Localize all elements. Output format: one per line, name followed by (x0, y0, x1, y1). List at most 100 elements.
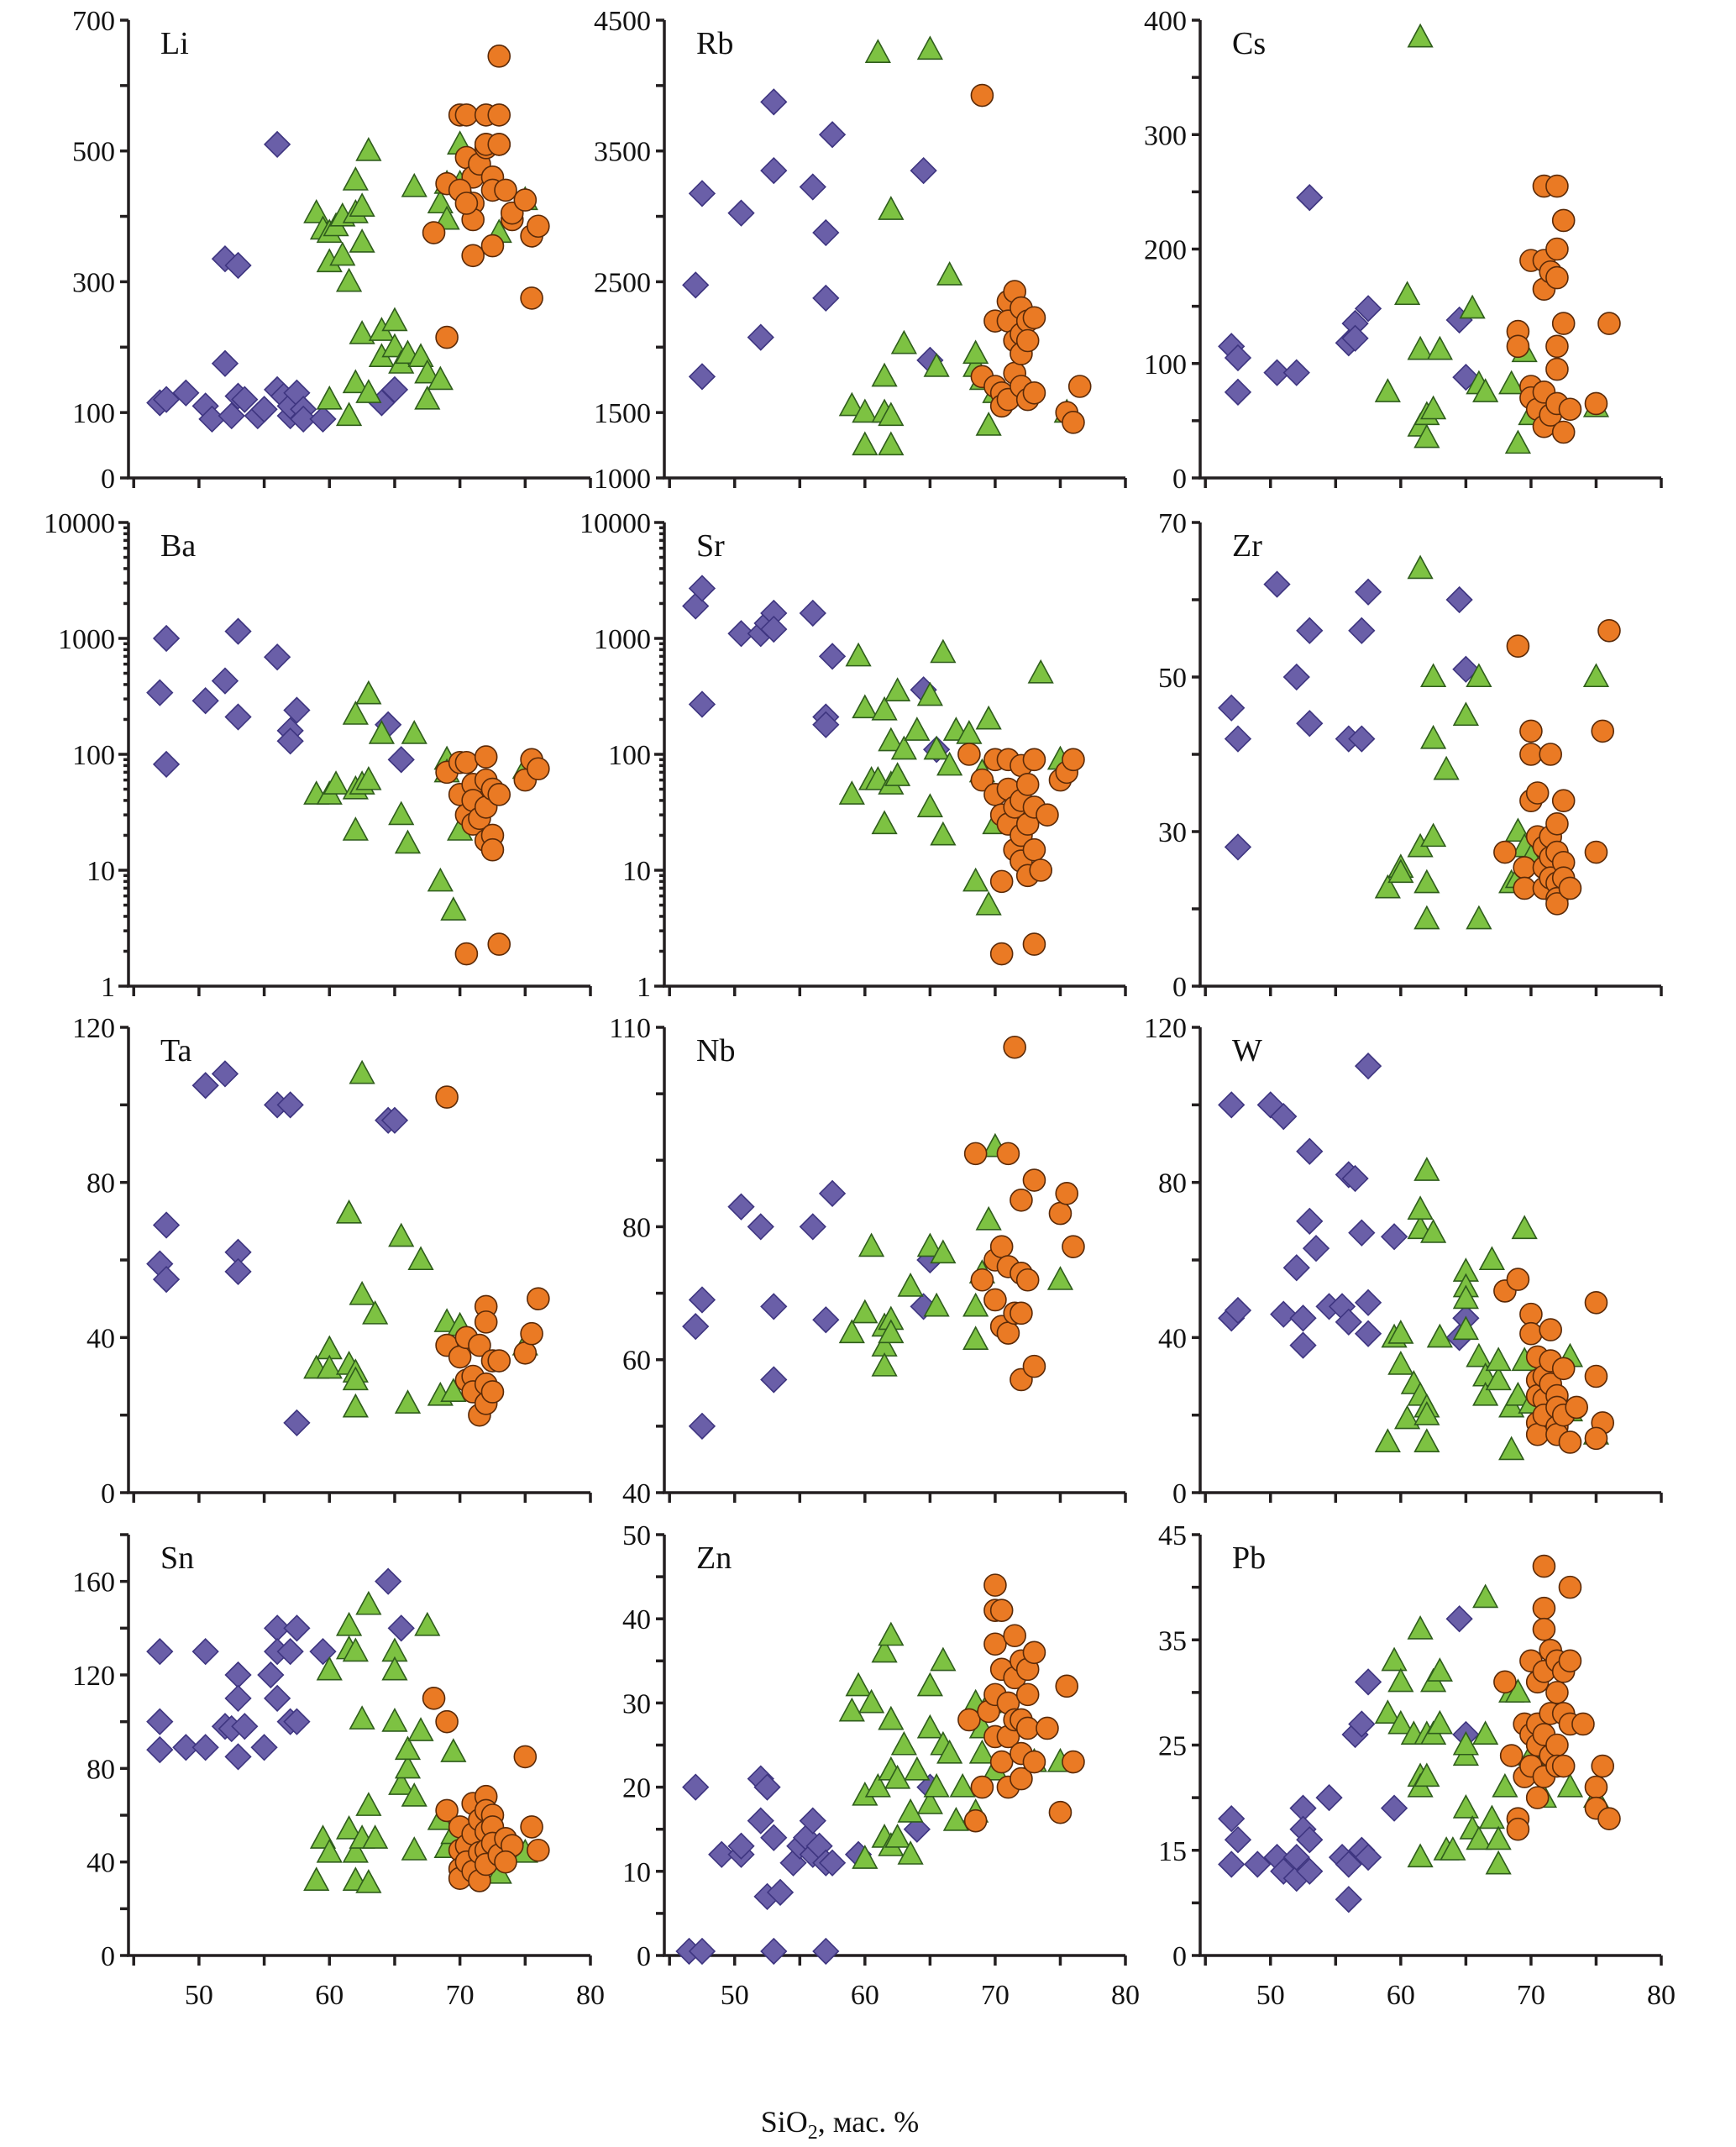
data-point-circle (527, 1838, 550, 1862)
data-point-circle (1558, 1430, 1582, 1454)
y-tick-label: 50 (622, 1520, 651, 1551)
data-point-circle (1584, 840, 1608, 864)
panel-title: Rb (696, 26, 733, 61)
panel-title: Nb (696, 1033, 735, 1068)
data-point-circle (1584, 391, 1608, 416)
data-point-triangle (349, 320, 375, 344)
data-point-triangle (1498, 370, 1525, 395)
data-point-triangle (1413, 1762, 1440, 1787)
data-point-diamond (688, 1412, 716, 1440)
y-tick-label: 0 (101, 1941, 115, 1972)
data-point-diamond (224, 1661, 252, 1689)
data-point-triangle (381, 1656, 408, 1681)
data-point-triangle (1413, 1400, 1440, 1425)
data-point-circle (487, 932, 511, 956)
data-point-diamond (760, 1937, 788, 1966)
data-point-triangle (355, 1590, 382, 1615)
y-tick-label: 10000 (44, 508, 115, 539)
data-point-triangle (890, 1730, 917, 1756)
data-point-circle (1545, 1733, 1569, 1757)
data-point-circle (1532, 1554, 1556, 1578)
data-point-circle (1558, 876, 1582, 900)
y-tick-label: 100 (72, 740, 115, 771)
data-point-triangle (355, 680, 382, 705)
data-point-circle (1532, 1617, 1556, 1641)
data-point-circle (1015, 328, 1040, 353)
data-point-triangle (897, 1798, 924, 1823)
y-tick-label: 0 (1172, 1478, 1187, 1509)
data-point-circle (989, 1750, 1014, 1774)
data-point-triangle (394, 1735, 422, 1761)
data-point-diamond (1380, 1223, 1408, 1251)
data-point-circle (487, 1349, 511, 1373)
data-point-circle (1067, 375, 1092, 398)
series-group-1 (1218, 184, 1480, 406)
data-point-triangle (323, 770, 349, 795)
data-point-diamond (146, 1638, 174, 1666)
panel-w: 0 40 80 120 W (1144, 1013, 1663, 1509)
data-point-triangle (401, 1836, 427, 1861)
data-point-triangle (342, 701, 369, 725)
data-point-diamond (1218, 1805, 1246, 1833)
data-point-diamond (688, 363, 716, 391)
data-point-circle (435, 1085, 459, 1109)
data-point-diamond (688, 1937, 716, 1966)
data-point-diamond (1244, 1850, 1272, 1878)
y-tick-label: 100 (608, 740, 651, 771)
data-point-diamond (1224, 344, 1252, 372)
data-point-triangle (349, 1705, 375, 1730)
data-point-triangle (962, 1292, 989, 1317)
data-point-triangle (1393, 1404, 1421, 1430)
data-point-triangle (845, 1672, 872, 1697)
data-point-triangle (335, 267, 363, 292)
data-point-triangle (362, 1299, 389, 1325)
data-point-diamond (812, 1937, 840, 1966)
data-point-triangle (1426, 1709, 1453, 1735)
data-point-circle (1551, 420, 1576, 444)
data-point-triangle (1413, 905, 1440, 930)
data-point-diamond (766, 1878, 795, 1906)
data-point-triangle (878, 727, 905, 752)
data-point-triangle (316, 1656, 343, 1681)
y-tick-label: 0 (1172, 972, 1187, 1003)
data-point-diamond (263, 1684, 291, 1712)
data-point-circle (1525, 1422, 1550, 1446)
data-point-triangle (362, 1824, 389, 1849)
data-point-diamond (818, 1849, 847, 1877)
x-tick-label: 60 (315, 1980, 344, 2011)
data-point-diamond (753, 1773, 781, 1801)
data-point-circle (1022, 932, 1046, 956)
data-point-circle (1506, 1268, 1530, 1291)
data-point-circle (1532, 1596, 1556, 1620)
data-point-circle (1558, 397, 1582, 422)
y-tick-label: 100 (1144, 349, 1187, 381)
data-point-triangle (936, 260, 963, 286)
data-point-circle (422, 221, 446, 244)
data-point-diamond (211, 667, 239, 695)
series-group-1 (1218, 570, 1480, 861)
data-point-triangle (1472, 1583, 1499, 1609)
data-point-circle (422, 1687, 446, 1710)
data-point-triangle (1452, 1315, 1479, 1341)
data-point-circle (1584, 1290, 1608, 1315)
data-point-diamond (276, 1091, 304, 1119)
data-point-circle (474, 1310, 498, 1334)
series-group-2 (1374, 1157, 1610, 1461)
data-point-circle (957, 1708, 981, 1732)
data-point-triangle (884, 1824, 911, 1848)
data-point-circle (1525, 1786, 1550, 1809)
data-point-circle (454, 192, 479, 215)
data-point-circle (520, 1321, 543, 1346)
data-point-circle (435, 325, 459, 349)
data-point-circle (1597, 618, 1621, 643)
data-point-diamond (727, 1832, 755, 1860)
data-point-triangle (1407, 1195, 1434, 1220)
data-point-triangle (897, 1272, 924, 1297)
data-point-triangle (878, 196, 905, 220)
data-point-diamond (250, 396, 278, 423)
panel-sr: 1 10 100 1000 10000 Sr (580, 508, 1127, 1003)
data-point-diamond (1282, 1254, 1310, 1282)
data-point-circle (1551, 789, 1576, 813)
data-point-diamond (224, 1684, 252, 1712)
series-group-2 (303, 1590, 538, 1893)
